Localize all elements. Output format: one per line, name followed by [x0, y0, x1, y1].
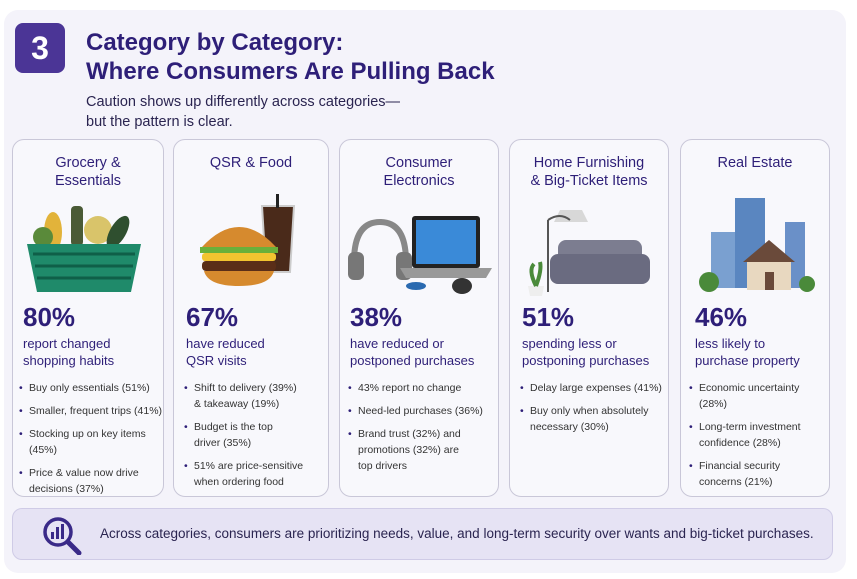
section-number-badge: 3 [15, 23, 65, 73]
magnifier-chart-icon [43, 517, 82, 555]
list-item: Brand trust (32%) and promotions (32%) a… [348, 426, 483, 474]
stat-percent: 80% [23, 302, 76, 332]
stat-percent: 67% [186, 302, 239, 332]
title-line-2: Where Consumers Are Pulling Back [86, 58, 495, 85]
desc-line: purchase property [695, 353, 800, 368]
list-item: Budget is the top driver (35%) [184, 419, 303, 451]
list-item: Need-led purchases (36%) [348, 403, 483, 419]
list-item: Shift to delivery (39%) & takeaway (19%) [184, 380, 303, 412]
page-title: Category by Category: Where Consumers Ar… [86, 28, 495, 86]
stat-description: less likely to purchase property [695, 335, 800, 369]
stat-percent: 51% [522, 302, 575, 332]
card-qsr-food: QSR & Food 67% have reduced QSR visits Sh… [173, 139, 329, 497]
desc-line: shopping habits [23, 353, 115, 368]
list-item: Delay large expenses (41%) [520, 380, 662, 396]
list-item: 51% are price-sensitive when ordering fo… [184, 458, 303, 490]
card-home-furnishing: Home Furnishing & Big-Ticket Items 51% s… [509, 139, 669, 497]
title-line-1: Category by Category: [86, 29, 344, 56]
desc-line: have reduced or [350, 336, 444, 351]
stat-description: have reduced QSR visits [186, 335, 265, 369]
grocery-basket-icon [27, 206, 141, 292]
card-title: Home Furnishing & Big-Ticket Items [530, 155, 648, 189]
stat-description: spending less or postponing purchases [522, 335, 649, 369]
summary-footer: Across categories, consumers are priorit… [12, 508, 833, 560]
desc-line: less likely to [695, 336, 766, 351]
bullet-list: Delay large expenses (41%) Buy only when… [520, 380, 662, 442]
list-item: Economic uncertainty (28%) [689, 380, 829, 412]
subtitle: Caution shows up differently across cate… [86, 92, 400, 132]
bullet-list: Economic uncertainty (28%) Long-term inv… [689, 380, 829, 497]
stat-description: have reduced or postponed purchases [350, 335, 474, 369]
subtitle-line-2: but the pattern is clear. [86, 114, 233, 130]
stat-percent: 38% [350, 302, 403, 332]
desc-line: QSR visits [186, 353, 247, 368]
card-grocery: Grocery & Essentials 80% report changed s… [12, 139, 164, 497]
list-item: Smaller, frequent trips (41%) [19, 403, 163, 419]
list-item: Buy only when absolutely necessary (30%) [520, 403, 662, 435]
buildings-house-icon [699, 198, 815, 292]
list-item: Long-term investment confidence (28%) [689, 419, 829, 451]
desc-line: postponed purchases [350, 353, 475, 368]
sofa-lamp-icon [528, 210, 650, 296]
desc-line: postponing purchases [522, 353, 650, 368]
list-item: Price & value now drive decisions (37%) [19, 465, 163, 497]
stat-description: report changed shopping habits [23, 335, 114, 369]
bullet-list: Buy only essentials (51%) Smaller, frequ… [19, 380, 163, 504]
headphones-laptop-icon [348, 216, 492, 294]
list-item: Stocking up on key items (45%) [19, 426, 163, 458]
bullet-list: Shift to delivery (39%) & takeaway (19%)… [184, 380, 303, 497]
card-title: Consumer Electronics [383, 155, 455, 189]
list-item: Buy only essentials (51%) [19, 380, 163, 396]
card-title: Real Estate [717, 155, 793, 171]
card-title: QSR & Food [209, 155, 293, 171]
desc-line: spending less or [522, 336, 617, 351]
burger-drink-icon [200, 194, 296, 286]
summary-text: Across categories, consumers are priorit… [100, 526, 814, 541]
subtitle-line-1: Caution shows up differently across cate… [86, 94, 401, 110]
card-real-estate: Real Estate 46% less likely to purchase p… [680, 139, 830, 497]
card-consumer-electronics: Consumer Electronics 38% have reduced or… [339, 139, 499, 497]
list-item: Financial security concerns (21%) [689, 458, 829, 490]
desc-line: report changed [23, 336, 111, 351]
stat-percent: 46% [695, 302, 748, 332]
list-item: 43% report no change [348, 380, 483, 396]
card-title: Grocery & Essentials [54, 155, 122, 189]
desc-line: have reduced [186, 336, 265, 351]
bullet-list: 43% report no change Need-led purchases … [348, 380, 483, 481]
